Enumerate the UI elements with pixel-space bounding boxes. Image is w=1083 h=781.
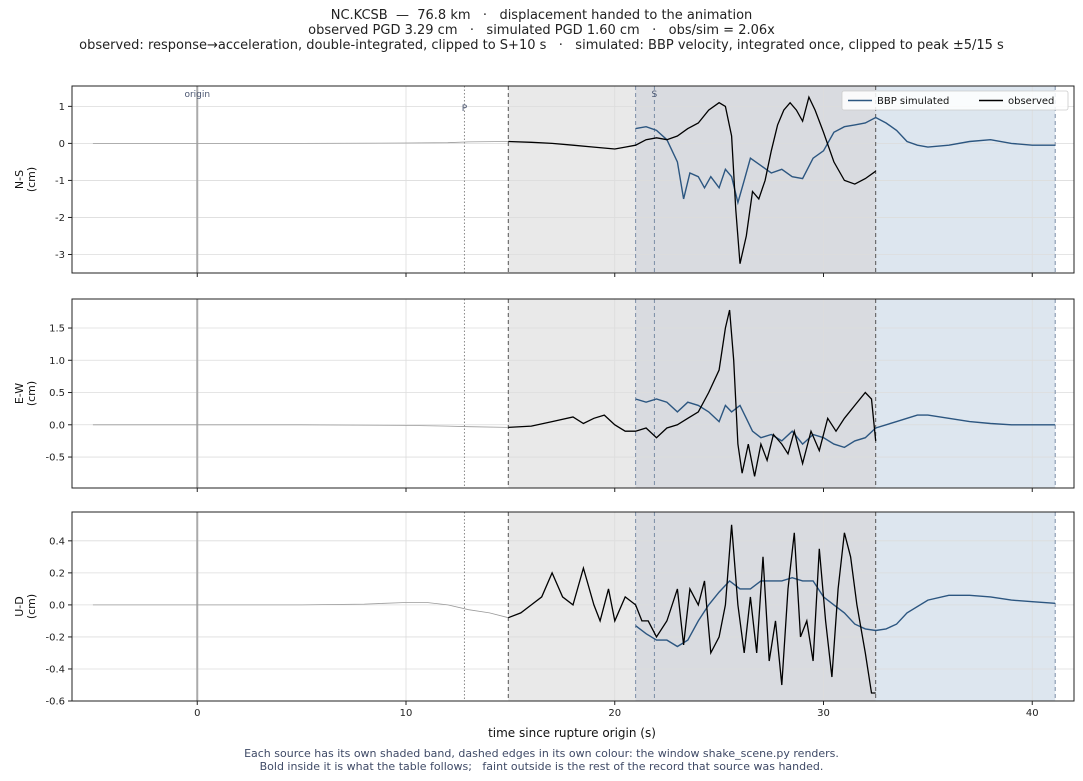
overlap-band <box>635 86 876 273</box>
footnote-line-2: Bold inside it is what the table follows… <box>259 760 824 773</box>
simulated-line <box>635 116 1056 206</box>
legend: BBP simulated observed <box>841 90 1069 111</box>
x-tick-label: 30 <box>817 708 830 719</box>
y-tick-label: -0.4 <box>45 664 65 675</box>
figure-title: NC.KCSB — 76.8 km · displacement handed … <box>0 8 1083 53</box>
origin-label: origin <box>184 90 210 100</box>
y-axis-label-line: E-W <box>13 383 26 404</box>
x-tick-label: 10 <box>400 708 413 719</box>
legend-observed-label: observed <box>1008 96 1054 107</box>
y-tick-label: 0.4 <box>49 536 65 547</box>
footnote-line-1: Each source has its own shaded band, das… <box>244 747 839 760</box>
observed-line <box>508 309 877 477</box>
y-tick-label: 0.0 <box>49 600 65 611</box>
panel-frame <box>71 85 1075 274</box>
y-axis-label-line: (cm) <box>25 381 38 406</box>
y-axis-label-line: U-D <box>13 596 26 617</box>
simulated-line <box>635 576 1056 648</box>
s-label: S <box>652 90 658 100</box>
title-line-2: observed PGD 3.29 cm · simulated PGD 1.6… <box>308 23 775 38</box>
x-tick-label: 0 <box>194 708 200 719</box>
y-axis-label: U-D(cm) <box>13 594 38 619</box>
y-tick-label: 1 <box>59 102 65 113</box>
legend-simulated-label: BBP simulated <box>877 96 949 107</box>
y-tick-label: 0.0 <box>49 420 65 431</box>
title-line-1: NC.KCSB — 76.8 km · displacement handed … <box>330 8 753 23</box>
panel-3: -0.6 -0.4 -0.2 0.0 0.2 0.4 U-D(cm) 0 10 20 30 40 <box>13 511 1075 719</box>
y-axis-label: N-S(cm) <box>13 167 38 192</box>
y-tick-label: -0.5 <box>45 453 65 464</box>
y-tick-label: -3 <box>55 250 65 261</box>
overlap-band <box>635 299 876 488</box>
panel-1: -3 -2 -1 0 1 N-S(cm) origin P S BBP simulated obse… <box>13 85 1075 277</box>
figure-footnote: Each source has its own shaded band, das… <box>0 747 1083 773</box>
y-axis-label-line: (cm) <box>25 167 38 192</box>
x-tick-label: 20 <box>608 708 621 719</box>
y-axis-label-line: (cm) <box>25 594 38 619</box>
title-line-3: observed: response→acceleration, double-… <box>79 38 1004 53</box>
y-tick-label: -0.2 <box>45 632 65 643</box>
observed-line <box>508 524 876 694</box>
x-tick-label: 40 <box>1026 708 1039 719</box>
y-axis-label: E-W(cm) <box>13 381 38 406</box>
observed-faint-line <box>92 424 509 428</box>
y-tick-label: -2 <box>55 213 65 224</box>
simulated-line <box>635 398 1056 449</box>
y-axis-label-line: N-S <box>13 170 26 189</box>
panel-frame <box>71 298 1075 489</box>
y-tick-label: 0.2 <box>49 568 65 579</box>
x-axis-label: time since rupture origin (s) <box>488 726 656 740</box>
observed-line <box>508 95 877 264</box>
y-tick-label: -0.6 <box>45 697 65 708</box>
observed-faint-line <box>92 602 509 619</box>
p-label: P <box>462 104 468 114</box>
panel-2: -0.5 0.0 0.5 1.0 1.5 E-W(cm) <box>13 298 1075 492</box>
y-tick-label: 1.5 <box>49 324 65 335</box>
y-tick-label: 0.5 <box>49 388 65 399</box>
legend-box <box>841 90 1069 111</box>
panel-frame <box>71 511 1075 702</box>
observed-faint-line <box>92 141 509 144</box>
y-tick-label: 0 <box>59 139 65 150</box>
y-tick-label: -1 <box>55 176 65 187</box>
y-tick-label: 1.0 <box>49 356 65 367</box>
